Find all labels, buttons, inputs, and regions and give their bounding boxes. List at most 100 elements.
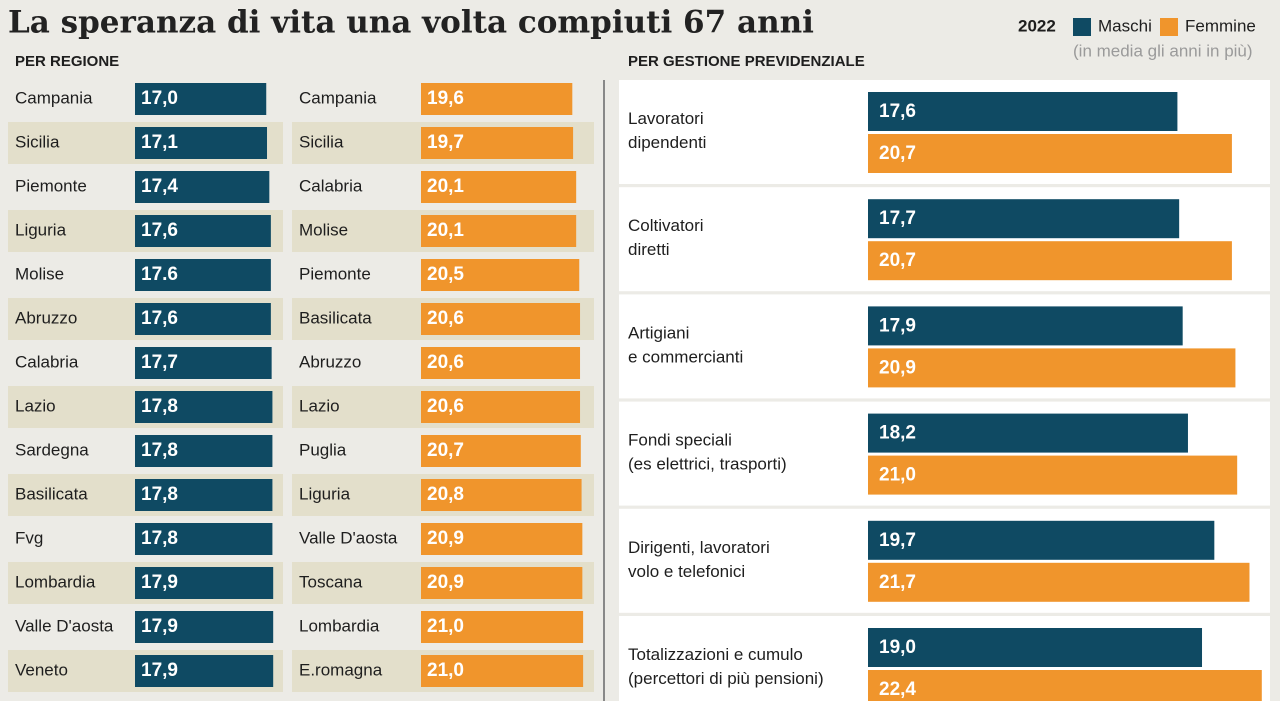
bar xyxy=(135,259,271,291)
value-label: 21,0 xyxy=(427,660,464,681)
value-label: 19,6 xyxy=(427,88,464,109)
value-label: 20,9 xyxy=(427,572,464,593)
category-label: Lombardia xyxy=(299,616,380,635)
category-label: Campania xyxy=(15,88,93,107)
category-label: Lombardia xyxy=(15,572,96,591)
value-label: 17,1 xyxy=(141,132,178,153)
value-label: 20,6 xyxy=(427,396,464,417)
value-label: 20,6 xyxy=(427,308,464,329)
bar xyxy=(421,479,582,511)
value-label: 20,8 xyxy=(427,484,464,505)
bar xyxy=(135,171,270,203)
bar xyxy=(868,670,1262,701)
value-label: 21,7 xyxy=(879,572,916,593)
category-label: Sicilia xyxy=(15,132,60,151)
bar xyxy=(421,303,581,335)
category-label: Basilicata xyxy=(299,308,372,327)
category-label: Valle D'aosta xyxy=(15,616,114,635)
value-label: 17.6 xyxy=(141,264,178,285)
category-label: Lazio xyxy=(299,396,340,415)
value-label: 20,1 xyxy=(427,220,464,241)
category-label: Abruzzo xyxy=(15,308,77,327)
legend-swatch xyxy=(1160,18,1178,36)
category-label: Molise xyxy=(299,220,348,239)
bar xyxy=(868,413,1188,453)
bar xyxy=(421,347,581,379)
category-label: Puglia xyxy=(299,440,347,459)
legend-label: Maschi xyxy=(1098,16,1152,35)
bar xyxy=(135,347,272,379)
value-label: 20,5 xyxy=(427,264,464,285)
bar xyxy=(868,134,1232,173)
category-label: Sardegna xyxy=(15,440,89,459)
value-label: 22,4 xyxy=(879,679,916,700)
category-label: Lavoratori dipendenti xyxy=(628,109,706,152)
value-label: 17,8 xyxy=(141,484,178,505)
value-label: 20,7 xyxy=(879,250,916,271)
bar xyxy=(135,83,267,115)
category-label: Dirigenti, lavoratori volo e telefonici xyxy=(628,538,770,581)
bar xyxy=(421,83,573,115)
value-label: 17,6 xyxy=(141,220,178,241)
bar xyxy=(135,435,273,467)
section-title: PER GESTIONE PREVIDENZIALE xyxy=(628,53,865,70)
value-label: 17,9 xyxy=(141,660,178,681)
bar xyxy=(135,523,273,555)
bar xyxy=(868,520,1215,560)
bar xyxy=(421,611,584,643)
bar xyxy=(421,259,580,291)
bar xyxy=(421,127,574,159)
category-label: Lazio xyxy=(15,396,56,415)
bar xyxy=(421,171,577,203)
bar xyxy=(135,655,274,687)
category-label: Veneto xyxy=(15,660,68,679)
category-label: Calabria xyxy=(15,352,79,371)
bar xyxy=(868,562,1250,602)
bar xyxy=(135,611,274,643)
category-label: Liguria xyxy=(299,484,351,503)
bar xyxy=(421,435,581,467)
value-label: 17,4 xyxy=(141,176,178,197)
section-title: PER REGIONE xyxy=(15,53,119,70)
bar xyxy=(135,567,274,599)
value-label: 17,9 xyxy=(879,315,916,336)
bar xyxy=(868,455,1238,495)
value-label: 17,9 xyxy=(141,616,178,637)
value-label: 17,6 xyxy=(879,101,916,122)
category-label: Coltivatori diretti xyxy=(628,217,704,260)
bar xyxy=(135,391,273,423)
category-label: Valle D'aosta xyxy=(299,528,398,547)
value-label: 20,7 xyxy=(879,143,916,164)
value-label: 17,6 xyxy=(141,308,178,329)
category-label: Abruzzo xyxy=(299,352,361,371)
title: La speranza di vita una volta compiuti 6… xyxy=(8,5,814,41)
legend-swatch xyxy=(1073,18,1091,36)
bar xyxy=(868,92,1178,131)
value-label: 17,8 xyxy=(141,440,178,461)
bar xyxy=(868,348,1236,388)
value-label: 21,0 xyxy=(427,616,464,637)
value-label: 17,0 xyxy=(141,88,178,109)
value-label: 21,0 xyxy=(879,465,916,486)
legend-label: Femmine xyxy=(1185,16,1256,35)
bar xyxy=(868,628,1203,667)
category-label: Piemonte xyxy=(299,264,371,283)
category-label: Sicilia xyxy=(299,132,344,151)
value-label: 19,0 xyxy=(879,637,916,658)
legend-year: 2022 xyxy=(1018,16,1056,35)
bar xyxy=(421,523,583,555)
value-label: 19,7 xyxy=(427,132,464,153)
category-label: Toscana xyxy=(299,572,363,591)
category-label: Liguria xyxy=(15,220,67,239)
value-label: 20,6 xyxy=(427,352,464,373)
category-label: Artigiani e commercianti xyxy=(628,324,743,367)
bar xyxy=(135,479,273,511)
value-label: 17,7 xyxy=(141,352,178,373)
category-label: Fvg xyxy=(15,528,43,547)
bar xyxy=(868,199,1180,239)
category-label: Calabria xyxy=(299,176,363,195)
bar xyxy=(421,655,584,687)
value-label: 20,1 xyxy=(427,176,464,197)
value-label: 17,8 xyxy=(141,396,178,417)
